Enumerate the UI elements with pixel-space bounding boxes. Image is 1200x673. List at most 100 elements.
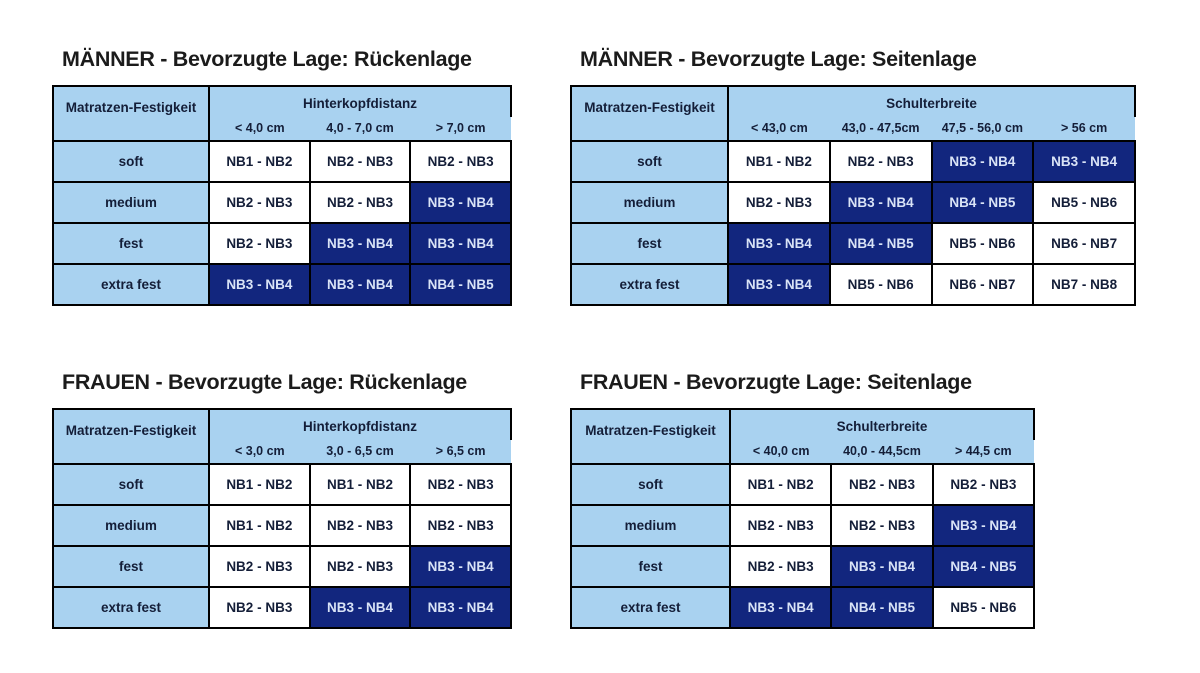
table-row: medium NB2 - NB3 NB2 - NB3 NB3 - NB4 <box>52 181 512 224</box>
row-header-fest: fest <box>52 222 210 265</box>
rating-cell: NB2 - NB3 <box>308 140 412 183</box>
rating-cell: NB3 - NB4 <box>409 586 512 629</box>
table-row: soft NB1 - NB2 NB2 - NB3 NB2 - NB3 <box>570 463 1036 506</box>
rating-cell: NB2 - NB3 <box>208 181 311 224</box>
table-row: medium NB2 - NB3 NB2 - NB3 NB3 - NB4 <box>570 504 1036 547</box>
corner-header: Matratzen-Festigkeit <box>570 85 729 142</box>
rating-cell: NB2 - NB3 <box>308 504 412 547</box>
rating-cell: NB1 - NB2 <box>308 463 412 506</box>
rating-cell: NB2 - NB3 <box>409 140 512 183</box>
row-header-extra-fest: extra fest <box>570 586 731 629</box>
row-header-medium: medium <box>570 504 731 547</box>
rating-cell: NB1 - NB2 <box>727 140 831 183</box>
column-group-header: Schulterbreite <box>729 408 1035 440</box>
corner-header: Matratzen-Festigkeit <box>52 85 210 142</box>
column-header: < 4,0 cm <box>209 117 310 142</box>
rating-cell: NB2 - NB3 <box>308 545 412 588</box>
rating-cell: NB2 - NB3 <box>931 463 1036 506</box>
column-header: < 40,0 cm <box>730 440 832 465</box>
rating-cell: NB3 - NB4 <box>409 222 512 265</box>
column-header: 4,0 - 7,0 cm <box>309 117 411 142</box>
rating-cell: NB7 - NB8 <box>1032 263 1136 306</box>
row-header-fest: fest <box>52 545 210 588</box>
table-title-maenner-rueckenlage: MÄNNER - Bevorzugte Lage: Rückenlage <box>62 47 472 71</box>
section-frauen-rueckenlage: FRAUEN - Bevorzugte Lage: Rückenlage Mat… <box>52 370 512 629</box>
rating-cell: NB2 - NB3 <box>728 504 833 547</box>
table-row: medium NB1 - NB2 NB2 - NB3 NB2 - NB3 <box>52 504 512 547</box>
table-row: fest NB2 - NB3 NB3 - NB4 NB3 - NB4 <box>52 222 512 265</box>
column-header: > 44,5 cm <box>932 440 1034 465</box>
section-maenner-rueckenlage: MÄNNER - Bevorzugte Lage: Rückenlage Mat… <box>52 47 512 306</box>
table-row: fest NB2 - NB3 NB3 - NB4 NB4 - NB5 <box>570 545 1036 588</box>
column-header: 40,0 - 44,5cm <box>831 440 933 465</box>
rating-cell: NB3 - NB4 <box>830 545 934 588</box>
rating-cell: NB3 - NB4 <box>409 181 512 224</box>
rating-cell: NB5 - NB6 <box>828 263 933 306</box>
rating-cell: NB2 - NB3 <box>308 181 412 224</box>
table-row: extra fest NB3 - NB4 NB5 - NB6 NB6 - NB7… <box>570 263 1136 306</box>
table-row: extra fest NB3 - NB4 NB3 - NB4 NB4 - NB5 <box>52 263 512 306</box>
table-frauen-seitenlage: Matratzen-Festigkeit Schulterbreite < 40… <box>570 408 1036 629</box>
table-title-frauen-rueckenlage: FRAUEN - Bevorzugte Lage: Rückenlage <box>62 370 467 394</box>
rating-cell: NB4 - NB5 <box>409 263 512 306</box>
rating-cell: NB3 - NB4 <box>931 504 1036 547</box>
table-row: fest NB2 - NB3 NB2 - NB3 NB3 - NB4 <box>52 545 512 588</box>
row-header-soft: soft <box>570 140 729 183</box>
column-group-header: Hinterkopfdistanz <box>208 408 512 440</box>
rating-cell: NB4 - NB5 <box>931 545 1036 588</box>
rating-cell: NB4 - NB5 <box>828 222 933 265</box>
rating-cell: NB3 - NB4 <box>308 222 412 265</box>
rating-cell: NB3 - NB4 <box>828 181 933 224</box>
rating-cell: NB2 - NB3 <box>409 463 512 506</box>
rating-cell: NB5 - NB6 <box>931 586 1036 629</box>
rating-cell: NB3 - NB4 <box>727 263 831 306</box>
rating-cell: NB1 - NB2 <box>728 463 833 506</box>
rating-cell: NB3 - NB4 <box>308 586 412 629</box>
column-header: 43,0 - 47,5cm <box>829 117 932 142</box>
rating-cell: NB3 - NB4 <box>409 545 512 588</box>
table-row: fest NB3 - NB4 NB4 - NB5 NB5 - NB6 NB6 -… <box>570 222 1136 265</box>
rating-cell: NB1 - NB2 <box>208 140 311 183</box>
table-row: extra fest NB3 - NB4 NB4 - NB5 NB5 - NB6 <box>570 586 1036 629</box>
table-maenner-seitenlage: Matratzen-Festigkeit Schulterbreite < 43… <box>570 85 1136 306</box>
row-header-fest: fest <box>570 545 731 588</box>
column-header: > 6,5 cm <box>410 440 511 465</box>
table-maenner-rueckenlage: Matratzen-Festigkeit Hinterkopfdistanz <… <box>52 85 512 306</box>
table-row: soft NB1 - NB2 NB2 - NB3 NB2 - NB3 <box>52 140 512 183</box>
column-group-header: Hinterkopfdistanz <box>208 85 512 117</box>
rating-cell: NB3 - NB4 <box>308 263 412 306</box>
section-maenner-seitenlage: MÄNNER - Bevorzugte Lage: Seitenlage Mat… <box>570 47 1136 306</box>
row-header-soft: soft <box>52 463 210 506</box>
rating-cell: NB3 - NB4 <box>1032 140 1136 183</box>
column-header: 3,0 - 6,5 cm <box>309 440 411 465</box>
table-row: soft NB1 - NB2 NB2 - NB3 NB3 - NB4 NB3 -… <box>570 140 1136 183</box>
column-header: > 7,0 cm <box>410 117 511 142</box>
rating-cell: NB6 - NB7 <box>930 263 1035 306</box>
table-row: extra fest NB2 - NB3 NB3 - NB4 NB3 - NB4 <box>52 586 512 629</box>
rating-cell: NB2 - NB3 <box>828 140 933 183</box>
corner-header: Matratzen-Festigkeit <box>52 408 210 465</box>
column-header: < 3,0 cm <box>209 440 310 465</box>
rating-cell: NB3 - NB4 <box>208 263 311 306</box>
rating-cell: NB2 - NB3 <box>728 545 833 588</box>
rating-cell: NB2 - NB3 <box>208 545 311 588</box>
row-header-medium: medium <box>570 181 729 224</box>
row-header-medium: medium <box>52 181 210 224</box>
row-header-soft: soft <box>570 463 731 506</box>
table-title-maenner-seitenlage: MÄNNER - Bevorzugte Lage: Seitenlage <box>580 47 977 71</box>
rating-cell: NB4 - NB5 <box>830 586 934 629</box>
rating-cell: NB2 - NB3 <box>830 504 934 547</box>
rating-cell: NB4 - NB5 <box>930 181 1035 224</box>
rating-cell: NB2 - NB3 <box>830 463 934 506</box>
rating-cell: NB2 - NB3 <box>727 181 831 224</box>
section-frauen-seitenlage: FRAUEN - Bevorzugte Lage: Seitenlage Mat… <box>570 370 1036 629</box>
row-header-fest: fest <box>570 222 729 265</box>
rating-cell: NB3 - NB4 <box>930 140 1035 183</box>
table-row: medium NB2 - NB3 NB3 - NB4 NB4 - NB5 NB5… <box>570 181 1136 224</box>
row-header-soft: soft <box>52 140 210 183</box>
table-row: soft NB1 - NB2 NB1 - NB2 NB2 - NB3 <box>52 463 512 506</box>
rating-cell: NB3 - NB4 <box>727 222 831 265</box>
column-header: < 43,0 cm <box>728 117 830 142</box>
table-title-frauen-seitenlage: FRAUEN - Bevorzugte Lage: Seitenlage <box>580 370 972 394</box>
rating-cell: NB2 - NB3 <box>208 586 311 629</box>
